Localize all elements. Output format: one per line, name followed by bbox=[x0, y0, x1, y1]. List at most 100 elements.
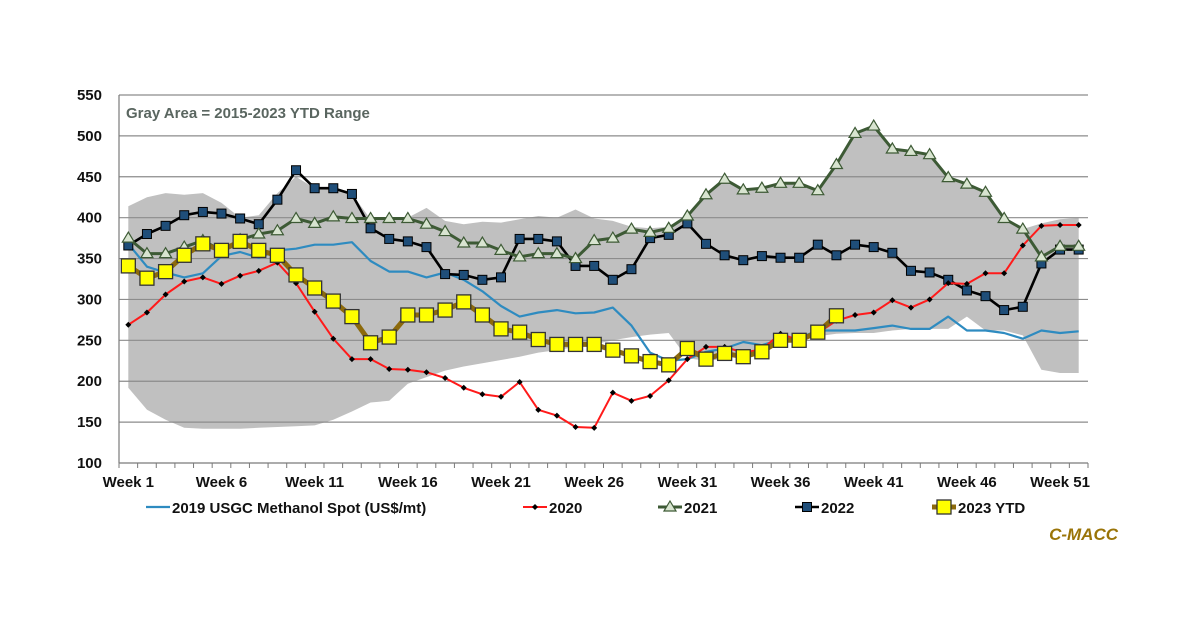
data-point bbox=[568, 251, 583, 264]
y-tick-label: 400 bbox=[77, 210, 102, 227]
data-point bbox=[679, 340, 696, 357]
data-point bbox=[626, 264, 637, 275]
y-tick-label: 150 bbox=[77, 414, 102, 431]
data-point bbox=[1075, 222, 1082, 229]
data-point bbox=[362, 335, 379, 351]
data-point bbox=[738, 255, 749, 266]
data-point bbox=[700, 238, 711, 249]
data-point bbox=[346, 188, 357, 199]
series-layer bbox=[120, 118, 1086, 431]
data-point bbox=[978, 185, 993, 197]
data-point bbox=[1038, 222, 1045, 229]
data-point bbox=[272, 194, 283, 205]
data-point bbox=[402, 236, 413, 247]
data-point bbox=[419, 217, 434, 229]
data-point bbox=[1001, 270, 1008, 277]
data-point bbox=[941, 170, 956, 183]
y-tick-label: 100 bbox=[77, 455, 102, 472]
data-point bbox=[754, 181, 769, 193]
data-point bbox=[717, 172, 732, 184]
data-point bbox=[456, 294, 472, 310]
data-point bbox=[1071, 239, 1086, 251]
data-point bbox=[586, 336, 602, 353]
data-point bbox=[1034, 249, 1049, 262]
legend: 2019 USGC Methanol Spot (US$/mt) 2020 2021… bbox=[146, 499, 1025, 517]
range-band-layer bbox=[128, 126, 1079, 429]
data-point bbox=[665, 377, 672, 384]
data-point bbox=[418, 307, 435, 323]
data-point bbox=[591, 424, 598, 431]
data-point bbox=[772, 332, 789, 348]
data-point bbox=[719, 250, 730, 261]
data-point bbox=[589, 260, 600, 271]
x-tick-label: Week 31 bbox=[657, 474, 717, 491]
data-point bbox=[961, 285, 972, 296]
legend-label: 2023 YTD bbox=[958, 500, 1025, 517]
y-tick-label: 500 bbox=[77, 128, 102, 145]
data-point bbox=[567, 336, 584, 353]
data-point bbox=[549, 336, 565, 353]
data-point bbox=[1019, 242, 1026, 249]
data-point bbox=[903, 144, 919, 157]
data-point bbox=[235, 213, 246, 224]
data-point bbox=[440, 269, 451, 280]
data-point bbox=[218, 280, 225, 287]
data-point bbox=[1057, 222, 1064, 229]
x-tick-label: Week 51 bbox=[1030, 474, 1090, 491]
data-point bbox=[702, 343, 709, 350]
data-point bbox=[997, 211, 1012, 224]
legend-marker bbox=[662, 499, 678, 512]
data-point bbox=[176, 247, 192, 263]
data-point bbox=[533, 233, 544, 244]
data-point bbox=[423, 369, 430, 376]
data-point bbox=[716, 345, 733, 362]
data-point bbox=[870, 309, 877, 316]
data-point bbox=[1052, 239, 1068, 251]
data-point bbox=[794, 252, 805, 263]
data-point bbox=[195, 236, 211, 252]
data-point bbox=[344, 211, 359, 224]
data-point bbox=[269, 247, 286, 263]
data-point bbox=[661, 357, 677, 373]
data-point bbox=[551, 236, 562, 247]
x-tick-label: Week 11 bbox=[285, 474, 344, 491]
data-point bbox=[237, 272, 244, 279]
data-point bbox=[139, 246, 155, 259]
data-point bbox=[381, 329, 397, 345]
data-point bbox=[959, 176, 974, 189]
data-point bbox=[605, 342, 621, 358]
data-point bbox=[325, 293, 341, 309]
data-point bbox=[251, 226, 266, 239]
data-point bbox=[363, 211, 378, 224]
data-point bbox=[511, 324, 528, 340]
data-point bbox=[607, 274, 618, 285]
legend-label: 2021 bbox=[684, 500, 717, 517]
data-point bbox=[120, 258, 136, 274]
x-tick-label: Week 1 bbox=[103, 474, 154, 491]
legend-label: 2019 USGC Methanol Spot (US$/mt) bbox=[172, 500, 426, 517]
x-tick-label: Week 26 bbox=[564, 474, 624, 491]
data-point bbox=[773, 176, 788, 188]
y-tick-label: 250 bbox=[77, 332, 102, 349]
data-point bbox=[514, 233, 525, 244]
x-tick-label: Week 41 bbox=[844, 474, 904, 491]
data-point bbox=[384, 233, 395, 244]
data-point bbox=[905, 265, 916, 276]
data-point bbox=[328, 183, 339, 194]
data-point bbox=[754, 344, 770, 360]
x-tick-label: Week 6 bbox=[196, 474, 247, 491]
data-point bbox=[143, 309, 150, 316]
series-line bbox=[127, 224, 1079, 429]
data-point bbox=[121, 230, 136, 243]
data-point bbox=[756, 251, 767, 262]
data-point bbox=[437, 302, 453, 318]
data-point bbox=[609, 389, 616, 396]
data-point bbox=[572, 424, 579, 431]
data-point bbox=[698, 187, 714, 200]
series-2019-usgc-methanol-spot-us-mt- bbox=[127, 241, 1079, 362]
data-point bbox=[530, 331, 546, 348]
data-point bbox=[326, 209, 341, 222]
data-point bbox=[365, 223, 376, 234]
data-point bbox=[775, 252, 786, 263]
legend-label: 2022 bbox=[821, 500, 854, 517]
